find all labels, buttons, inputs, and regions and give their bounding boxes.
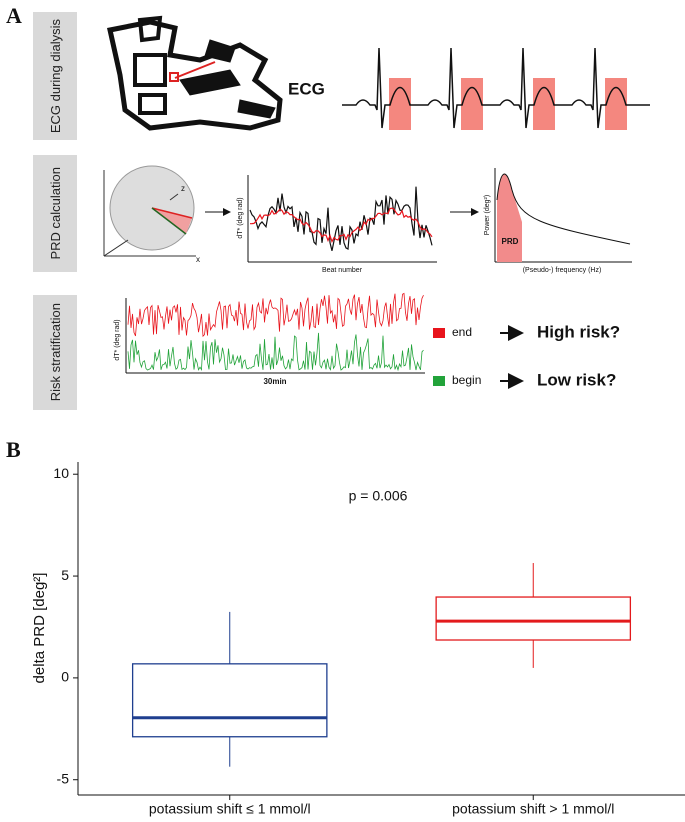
- plot: -5 0 5 10 potassium shift ≤ 1 mmol/l potassiu…: [53, 465, 632, 817]
- risk-traces: end High risk? begin Low risk?: [127, 292, 620, 389]
- y-tick-label: 5: [61, 567, 69, 583]
- outcome-label: High risk?: [537, 322, 620, 341]
- x-tick-label: potassium shift > 1 mmol/l: [452, 801, 614, 817]
- legend-swatch: [433, 328, 445, 338]
- trace-smooth: [249, 207, 433, 244]
- axis-title: dT* (deg rad): [237, 197, 244, 238]
- axis-title: dT* (deg rad): [114, 319, 121, 360]
- st-segment-highlight: [389, 78, 411, 130]
- y-axis-title: delta PRD [deg²]: [31, 573, 48, 684]
- axis-label: z: [181, 184, 185, 193]
- area-label: PRD: [502, 237, 519, 246]
- legend-swatch: [433, 376, 445, 386]
- row-label-box: ECG during dialysis: [33, 12, 77, 140]
- outcome-label: Low risk?: [537, 370, 616, 389]
- trace: [249, 186, 433, 251]
- row-label-box: Risk stratification: [33, 295, 77, 410]
- x-tick-label: potassium shift ≤ 1 mmol/l: [149, 801, 311, 817]
- y-tick-label: 0: [61, 669, 69, 685]
- box: [435, 596, 632, 641]
- axis-title: Power (deg²): [484, 195, 491, 235]
- panel-letter: A: [6, 3, 22, 28]
- prd-area: [497, 173, 522, 262]
- ecg-line: [342, 47, 650, 129]
- trace-end: [127, 292, 424, 338]
- vector-sphere: [103, 165, 479, 257]
- box: [131, 663, 328, 738]
- y-tick-label: -5: [57, 770, 70, 786]
- axis-title: (Pseudo-) frequency (Hz): [523, 267, 602, 274]
- panel-letter: B: [6, 437, 21, 462]
- legend-label: begin: [452, 373, 481, 387]
- patient-sketch: [107, 15, 283, 131]
- axis-label: x: [196, 255, 200, 264]
- y-tick-label: 10: [53, 465, 69, 481]
- axis-title: Beat number: [322, 267, 363, 274]
- spectrum-line: [496, 173, 631, 245]
- ecg-trace: [342, 47, 650, 130]
- ecg-label: ECG: [288, 79, 325, 98]
- row-label-box: PRD calculation: [33, 155, 77, 272]
- st-segment-highlight: [461, 78, 483, 130]
- axis-title: 30min: [263, 377, 286, 386]
- trace-begin: [127, 332, 424, 372]
- annotation: p = 0.006: [349, 488, 408, 504]
- legend-label: end: [452, 325, 472, 339]
- st-segment-highlight: [605, 78, 627, 130]
- beat-trace: [249, 186, 433, 251]
- st-segment-highlight: [533, 78, 555, 130]
